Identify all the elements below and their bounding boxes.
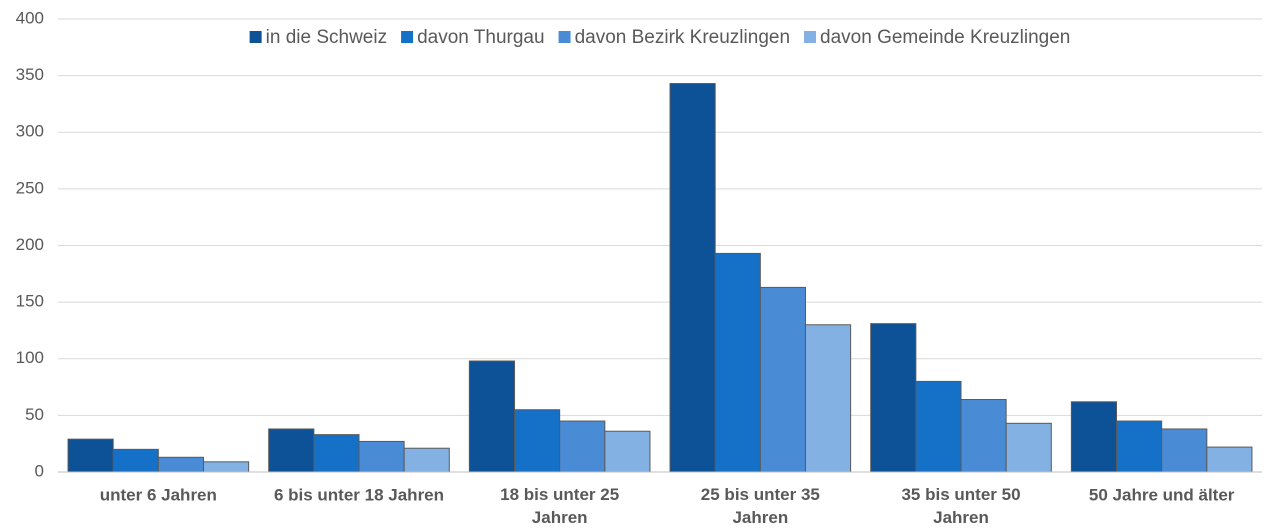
- bar: [960, 399, 1007, 473]
- bar: [468, 360, 516, 473]
- bar: [915, 380, 962, 473]
- x-tick-label-line: 18 bis unter 25: [500, 485, 619, 504]
- bar: [112, 448, 159, 473]
- y-tick-label: 400: [16, 8, 44, 27]
- x-tick-label: 25 bis unter 35 Jahren: [701, 485, 820, 527]
- bar: [313, 434, 360, 473]
- bar: [403, 447, 450, 473]
- x-tick-label-line: 35 bis unter 50: [901, 485, 1020, 504]
- legend-label: in die Schweiz: [266, 27, 387, 48]
- legend-label: davon Gemeinde Kreuzlingen: [820, 27, 1070, 48]
- x-tick-label: 50 Jahre und älter: [1089, 485, 1235, 504]
- x-tick-label: 35 bis unter 50 Jahren: [901, 485, 1020, 527]
- legend-label: davon Thurgau: [417, 27, 544, 48]
- bar: [1206, 446, 1253, 473]
- bar: [1161, 428, 1208, 473]
- x-tick-label: unter 6 Jahren: [100, 485, 217, 504]
- legend-swatch: [804, 31, 817, 43]
- legend-label: davon Bezirk Kreuzlingen: [575, 27, 790, 48]
- legend-swatch: [401, 31, 414, 43]
- y-tick-label: 0: [35, 461, 44, 480]
- bar: [870, 323, 917, 473]
- bar: [604, 430, 651, 473]
- y-tick-label: 300: [16, 122, 44, 141]
- bar: [358, 440, 405, 473]
- legend: in die Schweiz davon Thurgau davon Bezirk …: [249, 27, 1070, 48]
- bar: [1116, 420, 1163, 473]
- bar: [67, 438, 114, 473]
- bar: [804, 324, 852, 473]
- legend-swatch: [249, 31, 262, 43]
- y-tick-label: 200: [16, 235, 44, 254]
- legend-swatch: [558, 31, 571, 43]
- bar: [1005, 422, 1052, 473]
- x-tick-label: 18 bis unter 25 Jahren: [500, 485, 619, 527]
- y-tick-label: 250: [16, 178, 44, 197]
- x-tick-label-line: Jahren: [933, 508, 989, 527]
- y-tick-label: 150: [16, 292, 44, 311]
- y-tick-label: 100: [16, 348, 44, 367]
- bar: [669, 83, 716, 473]
- bar: [514, 409, 561, 473]
- x-tick-label: 6 bis unter 18 Jahren: [274, 485, 444, 504]
- bar: [759, 286, 806, 473]
- bar: [559, 420, 606, 473]
- bar: [268, 428, 315, 473]
- bar: [1070, 401, 1118, 473]
- x-tick-label-line: Jahren: [732, 508, 788, 527]
- y-tick-label: 50: [25, 405, 44, 424]
- x-tick-label-line: Jahren: [532, 508, 588, 527]
- bar: [157, 456, 204, 473]
- y-tick-label: 350: [16, 65, 44, 84]
- bar: [202, 461, 250, 473]
- x-tick-label-line: 25 bis unter 35: [701, 485, 820, 504]
- bar: [714, 252, 761, 473]
